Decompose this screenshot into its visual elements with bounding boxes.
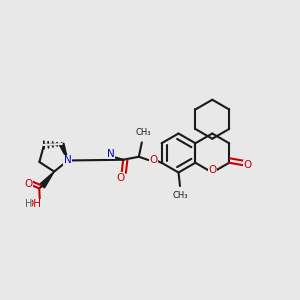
Text: O: O bbox=[243, 160, 252, 170]
Text: N: N bbox=[64, 155, 72, 166]
Text: H: H bbox=[25, 199, 32, 209]
Text: O: O bbox=[149, 155, 157, 165]
Text: OH: OH bbox=[25, 199, 41, 209]
Text: N: N bbox=[107, 149, 115, 159]
Text: O: O bbox=[208, 165, 216, 175]
Text: CH₃: CH₃ bbox=[136, 128, 151, 137]
Text: O: O bbox=[117, 173, 125, 183]
Polygon shape bbox=[59, 143, 68, 160]
Polygon shape bbox=[40, 172, 54, 188]
Text: CH₃: CH₃ bbox=[172, 191, 188, 200]
Text: O: O bbox=[24, 178, 32, 189]
